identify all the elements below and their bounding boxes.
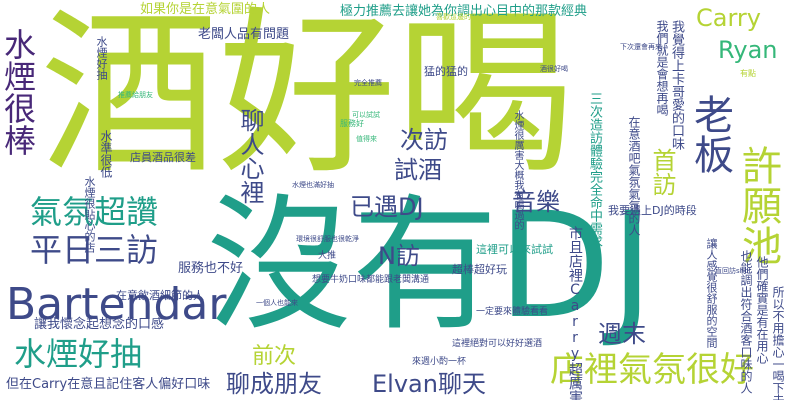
phrase-yong-xin: 他們確實是有在用心 [755, 256, 769, 364]
phrase-shui-yan-li-hai: 水煙很厲害大概我有喝過的 [512, 110, 523, 230]
word-lao-ban: 老板 [687, 94, 733, 174]
phrase-lao-ban-ren-pin: 老闆人品有問題 [198, 27, 290, 42]
phrase-tie-xin: 水煙很貼心的店 [83, 176, 96, 253]
word-elvan-chat: Elvan聊天 [372, 370, 486, 398]
phrase-carry-ji-zhu: 但在Carry在意且記住客人偏好口味 [6, 377, 211, 392]
phrase-niu-nai-kou-wei: 想要牛奶口味都能跟老闆溝通 [312, 275, 430, 285]
phrase-shang-ka-ge: 我覺得上卡哥愛的口味 [669, 20, 684, 150]
phrase-da-tui: 大推 [318, 251, 337, 261]
word-shou-fang: 首訪 [648, 148, 676, 196]
phrase-ke-yi-lai-shi-shi: 這裡可以來試試 [476, 243, 553, 256]
word-ping-ri-san-fang: 平日三訪 [30, 231, 159, 269]
phrase-wan-quan-tui-jian: 完全推薦 [354, 79, 382, 87]
word-shi-jiu: 試酒 [394, 156, 442, 184]
phrase-jiu-ba-qi-fen: 在意酒吧氣氛氣氛的人 [627, 116, 641, 236]
phrase-xiang-zai-he: 我們就是會想再喝 [655, 20, 669, 116]
word-ci-fang: 次訪 [400, 126, 448, 154]
word-shui-yan-hen-bang: 水煙很棒 [0, 28, 37, 156]
phrase-chao-bang: 超棒超好玩 [452, 263, 507, 276]
phrase-huan-jing: 環境很舒服也很乾淨 [296, 235, 359, 243]
phrase-xiao-zhuo: 來週小酌一杯 [412, 357, 467, 367]
phrase-zhi-de-lai: 值得來 [356, 135, 377, 143]
phrase-xia-ci-zai-lai: 下次還會再來 [620, 43, 662, 51]
phrase-tiao-chu-kou-wei: 也能調出符合酒客口味的人 [739, 250, 753, 394]
phrase-bu-yong-dan-xin: 所以不用擔心一喝下去 [771, 286, 785, 400]
word-liao-cheng-peng-you: 聊成朋友 [226, 370, 322, 398]
phrase-huai-nian-kou-gan: 讓我懷念起想念的口感 [34, 317, 165, 332]
word-jiu-hao-he: 酒好喝 [40, 0, 574, 198]
word-mei-you-dj: 沒有DJ [206, 181, 654, 351]
word-dian-li-qi-fen-hen-hao: 店裡氣氛很好 [550, 350, 754, 390]
phrase-hao-hao-xuan-jiu: 這裡絕對可以好好選酒 [452, 339, 543, 349]
phrase-dian-yuan-jiu-pin: 店員酒品很差 [130, 151, 196, 164]
word-shui-yan-hao-chou: 水煙好抽 [14, 335, 143, 373]
phrase-yi-ge-ren: 一個人也能來 [256, 299, 298, 307]
phrase-fu-wu-ye-bu-hao: 服務也不好 [178, 261, 244, 276]
word-ryan: Ryan [718, 36, 778, 64]
word-qian-ci: 前次 [252, 344, 297, 369]
phrase-ji-li-tui-jian: 極力推薦去讓她為你調出心目中的那款經典 [340, 4, 588, 19]
word-carry: Carry [696, 4, 761, 32]
phrase-yu-shang-dj: 我要遇上DJ的時段 [608, 204, 697, 217]
phrase-zai-yi-yin-jiu: 在意飲酒細節的人 [116, 289, 204, 302]
word-yi-yu-dj: 已遇DJ [350, 193, 424, 221]
word-bartendar: Bartendar [6, 279, 227, 330]
phrase-you-dian: 有點 [740, 69, 756, 78]
phrase-fu-wu-hao: 服務好 [340, 119, 364, 128]
word-n-fang: N訪 [378, 242, 420, 270]
phrase-shu-fu-kong-jian: 讓人感覺很舒服的空間 [705, 238, 718, 348]
phrase-ru-guo-ni-shi: 如果你是在意氣圍的人 [140, 2, 271, 17]
phrase-shui-yan-hao-chou-small: 水煙好抽 [95, 36, 108, 80]
phrase-shui-zhun-hen-di: 水準很低 [99, 130, 113, 178]
word-liao-ren-xin-li: 聊人心裡 [236, 108, 264, 204]
phrase-meng-de: 猛的猛的 [424, 65, 468, 78]
phrase-hui-fang-shot: 一直回訪shot [708, 267, 752, 275]
phrase-san-ci-zao-fang: 三次造訪體驗完全命中需求 [587, 92, 602, 248]
phrase-shui-yan-man-hao: 水煙也滿好抽 [292, 181, 334, 189]
phrase-yi-ding-yao-lai: 一定要來體驗看看 [476, 307, 549, 317]
phrase-bartender-fu-wu: 喜歡這邊的Bartender的服務 [436, 13, 528, 21]
word-xu-yuan-chi: 許願池 [735, 145, 781, 265]
word-yin-yue: 音樂 [512, 188, 560, 216]
phrase-tui-jian-peng-you: 推薦給朋友 [118, 91, 153, 99]
phrase-jiu-hen-hao-he: 酒很好喝 [540, 65, 568, 73]
word-qi-fen-chao-zan: 氣氛超讚 [30, 193, 159, 231]
phrase-carry-chao-li-hai: 市且店裡Carry超厲害的 [567, 226, 583, 400]
phrase-ke-yi-shi-shi: 可以試試 [352, 111, 380, 119]
word-zhou-mo: 週末 [598, 320, 646, 348]
